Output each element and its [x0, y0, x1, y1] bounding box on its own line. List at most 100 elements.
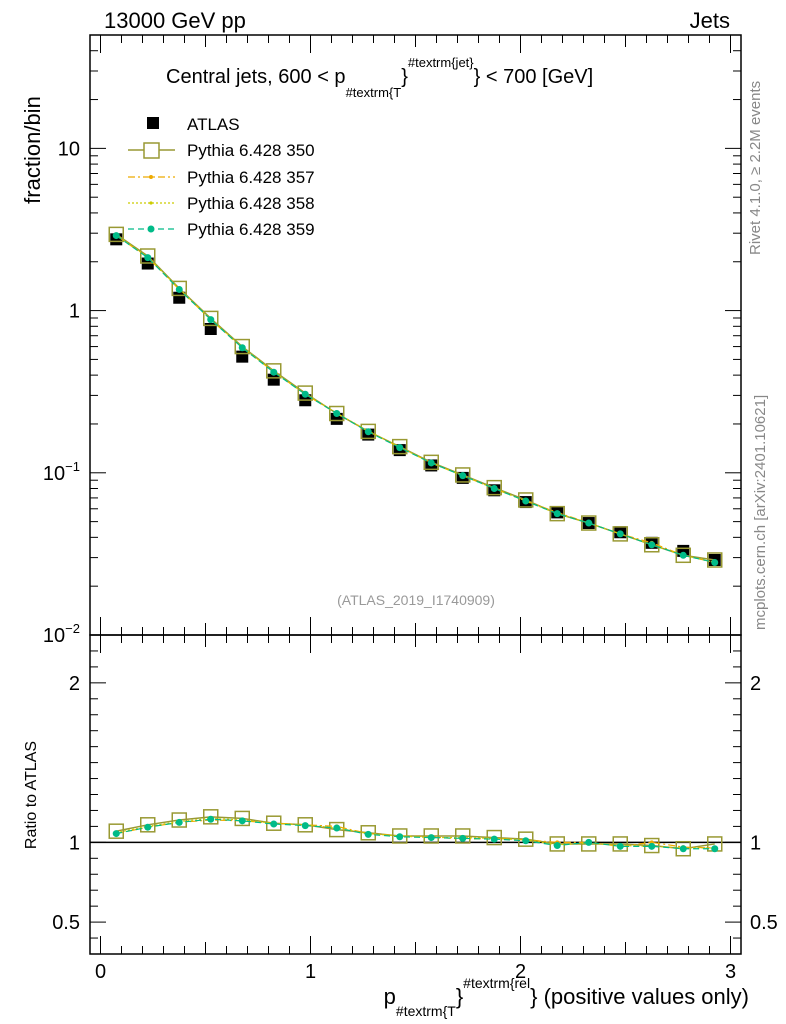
ratio-panel-frame: [89, 634, 742, 955]
ratio-line-pythia-6-428-359: [116, 818, 715, 850]
ratio-line-pythia-6-428-350: [116, 816, 715, 850]
legend-label-atlas: ATLAS: [187, 115, 240, 134]
main-point-pythia-6-428-350: [234, 338, 250, 355]
main-point-pythia-6-428-359: [711, 558, 719, 566]
main-point-pythia-6-428-350: [392, 438, 408, 455]
main-line-pythia-6-428-358: [115, 234, 715, 564]
main-y-tick-exponent-0p1: −1: [65, 459, 80, 474]
ratio-y-tick-label-1: 1: [69, 832, 80, 854]
main-point-pythia-6-428-359: [648, 541, 656, 549]
main-y-tick-mantissa-0p01: 10: [43, 625, 65, 647]
main-point-pythia-6-428-359: [490, 485, 498, 493]
main-point-pythia-6-428-359: [364, 428, 372, 436]
legend-marker-358: [149, 201, 153, 205]
main-point-pythia-6-428-350: [203, 310, 219, 327]
ratio-series-layer: [108, 809, 723, 857]
main-point-pythia-6-428-359: [427, 459, 435, 467]
ratio-point-pythia-6-428-350: [203, 809, 219, 825]
x-axis-label: p#textrm{T}#textrm{rel} (positive values…: [384, 975, 749, 1019]
main-point-pythia-6-428-359: [175, 285, 183, 293]
ratio-point-pythia-6-428-350: [140, 817, 156, 833]
main-point-pythia-6-428-350: [360, 423, 376, 440]
legend-label-358: Pythia 6.428 358: [187, 194, 315, 213]
x-tick-labels: 0 1 2 3: [95, 961, 736, 983]
main-y-tick-exponent-0p01: −2: [65, 621, 80, 636]
x-axis-label-text: p: [384, 984, 396, 1009]
main-series-layer: [108, 226, 723, 568]
main-line-pythia-6-428-350: [115, 233, 715, 561]
main-y-tick-label-0p1: 10−1: [43, 459, 80, 485]
x-tick-label-0: 0: [95, 961, 106, 983]
main-point-atlas: [236, 350, 249, 363]
main-title-brace-2: }: [474, 66, 481, 88]
analysis-tag: (ATLAS_2019_I1740909): [337, 592, 495, 608]
ratio-point-pythia-6-428-350: [171, 812, 187, 828]
legend-marker-357: [149, 175, 153, 179]
main-title: Central jets, 600 < p#textrm{T}#textrm{j…: [166, 55, 593, 100]
main-point-pythia-6-428-350: [171, 280, 187, 297]
x-axis-label-superscript: #textrm{rel: [463, 975, 530, 991]
ratio-y-tick-label-right-0p5: 0.5: [750, 912, 778, 934]
main-point-pythia-6-428-359: [333, 410, 341, 418]
main-y-axis-label: fraction/bin: [20, 96, 45, 204]
main-y-tick-mantissa-0p1: 10: [43, 463, 65, 485]
x-tick-label-1: 1: [305, 961, 316, 983]
ratio-point-pythia-6-428-350: [455, 828, 471, 844]
ratio-point-pythia-6-428-359: [364, 830, 372, 838]
ratio-point-pythia-6-428-359: [270, 820, 278, 828]
ratio-point-pythia-6-428-359: [112, 830, 120, 838]
ratio-point-pythia-6-428-359: [144, 823, 152, 831]
x-tick-label-2: 2: [515, 961, 526, 983]
main-point-pythia-6-428-359: [679, 551, 687, 559]
main-y-tick-label-0p01: 10−2: [43, 621, 80, 647]
header-category-label: Jets: [690, 8, 730, 33]
main-y-tick-label-10: 10: [58, 138, 80, 160]
ratio-point-pythia-6-428-359: [711, 845, 719, 853]
main-point-pythia-6-428-359: [301, 390, 309, 398]
ratio-point-pythia-6-428-350: [234, 810, 250, 827]
main-point-pythia-6-428-350: [675, 547, 691, 564]
main-title-superscript: #textrm{jet}: [408, 55, 474, 70]
ratio-point-pythia-6-428-350: [423, 828, 439, 844]
x-tick-label-3: 3: [725, 961, 736, 983]
main-point-pythia-6-428-359: [522, 497, 530, 505]
ratio-y-tick-label-2: 2: [69, 673, 80, 695]
x-axis-label-end: (positive values only): [537, 984, 749, 1009]
ratio-point-pythia-6-428-359: [333, 824, 341, 832]
main-point-pythia-6-428-350: [612, 526, 628, 542]
main-point-pythia-6-428-350: [549, 505, 565, 522]
main-point-atlas: [267, 373, 280, 386]
mcplots-reference-label: mcplots.cern.ch [arXiv:2401.10621]: [752, 395, 769, 630]
ratio-point-pythia-6-428-359: [427, 834, 435, 842]
ratio-point-pythia-6-428-359: [522, 837, 530, 845]
ratio-point-pythia-6-428-359: [553, 842, 561, 850]
x-axis-label-subscript: #textrm{T: [396, 1003, 456, 1019]
main-y-tick-mantissa-10: 10: [58, 138, 80, 160]
main-y-tick-labels: 10 1 10−1 10−2: [43, 138, 80, 647]
x-axis-label-brace-2: }: [530, 984, 537, 1009]
ratio-point-pythia-6-428-359: [616, 842, 624, 850]
ratio-point-pythia-6-428-359: [238, 817, 246, 825]
main-point-pythia-6-428-359: [396, 444, 404, 452]
ratio-point-pythia-6-428-359: [490, 835, 498, 843]
main-y-tick-label-1: 1: [69, 301, 80, 323]
legend-label-359: Pythia 6.428 359: [187, 220, 315, 239]
main-point-pythia-6-428-350: [707, 552, 723, 568]
main-point-pythia-6-428-350: [644, 537, 660, 553]
main-point-pythia-6-428-359: [238, 344, 246, 352]
main-point-pythia-6-428-359: [270, 368, 278, 376]
main-point-pythia-6-428-350: [108, 226, 124, 243]
main-point-pythia-6-428-359: [459, 472, 467, 480]
main-title-brace: }: [401, 66, 408, 88]
ratio-point-pythia-6-428-359: [396, 833, 404, 841]
ratio-panel-ticks: [90, 635, 741, 954]
main-title-end: < 700 [GeV]: [480, 66, 593, 88]
main-point-pythia-6-428-350: [266, 363, 282, 379]
main-point-pythia-6-428-359: [553, 510, 561, 518]
legend-label-357: Pythia 6.428 357: [187, 168, 315, 187]
ratio-point-pythia-6-428-359: [207, 815, 215, 823]
header-energy-label: 13000 GeV pp: [104, 8, 246, 33]
main-point-pythia-6-428-350: [581, 515, 597, 531]
main-panel-ticks: [90, 34, 741, 636]
main-point-pythia-6-428-350: [518, 492, 534, 508]
